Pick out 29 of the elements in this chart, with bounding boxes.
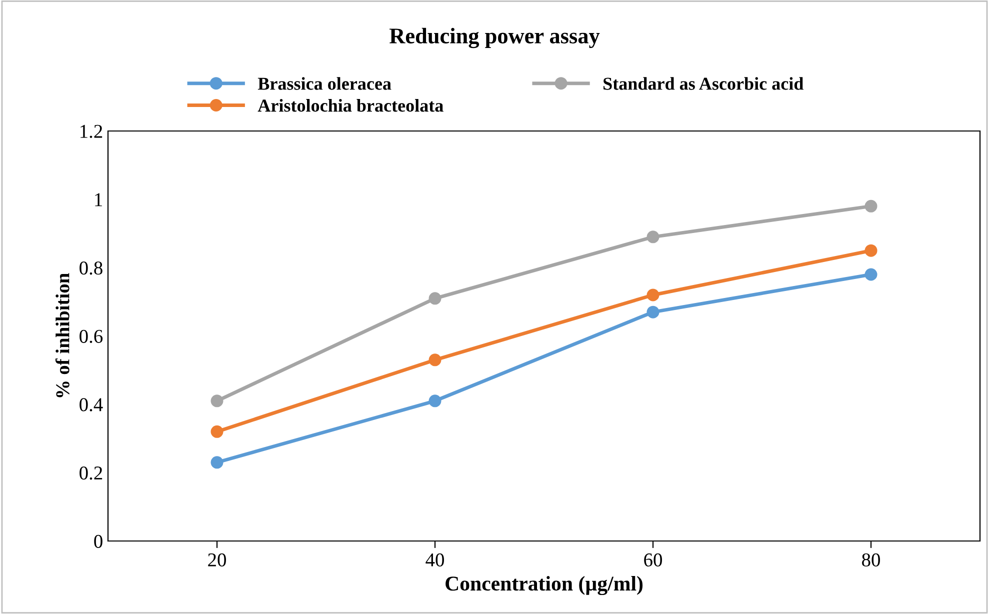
point (428, 394, 442, 408)
x-tick-label: 20 (208, 553, 226, 566)
y-tick-label: 1.2 (80, 124, 102, 138)
point (210, 456, 224, 469)
point (428, 354, 442, 366)
point (646, 288, 660, 302)
point (864, 200, 878, 212)
y-tick-label: 0.2 (80, 466, 102, 480)
point (646, 230, 660, 244)
legend-label: Aristolochia bracteolata (258, 99, 444, 112)
x-tick-label: 40 (426, 553, 444, 566)
point (210, 425, 224, 438)
x-axis-title: Concentration (µg/ml) (446, 576, 643, 596)
y-tick-label: 1 (95, 193, 102, 206)
y-axis-title: % of inhibition (55, 273, 70, 398)
point (428, 292, 442, 305)
y-tick-label: 0.4 (80, 398, 103, 412)
point (864, 244, 878, 257)
y-tick-label: 0.8 (80, 261, 102, 275)
chart-title: Reducing power assay (390, 28, 600, 48)
legend-label: Brassica oleracea (258, 77, 392, 90)
point (864, 268, 878, 281)
legend-label: Standard as Ascorbic acid (604, 77, 804, 90)
point (210, 394, 224, 408)
y-tick-label: 0 (94, 534, 102, 548)
point (646, 306, 660, 318)
y-tick-label: 0.6 (80, 330, 103, 344)
x-tick-label: 60 (644, 553, 662, 566)
x-tick-label: 80 (862, 553, 880, 566)
